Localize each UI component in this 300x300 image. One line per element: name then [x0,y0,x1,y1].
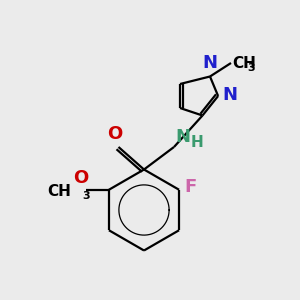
Text: O: O [73,169,88,187]
Text: N: N [176,128,190,146]
Text: N: N [223,85,238,103]
Text: 3: 3 [82,191,90,201]
Text: 3: 3 [248,63,255,74]
Text: N: N [202,54,217,72]
Text: CH: CH [232,56,256,70]
Text: CH: CH [48,184,71,199]
Text: O: O [107,125,122,143]
Text: F: F [184,178,197,196]
Text: H: H [190,135,203,150]
